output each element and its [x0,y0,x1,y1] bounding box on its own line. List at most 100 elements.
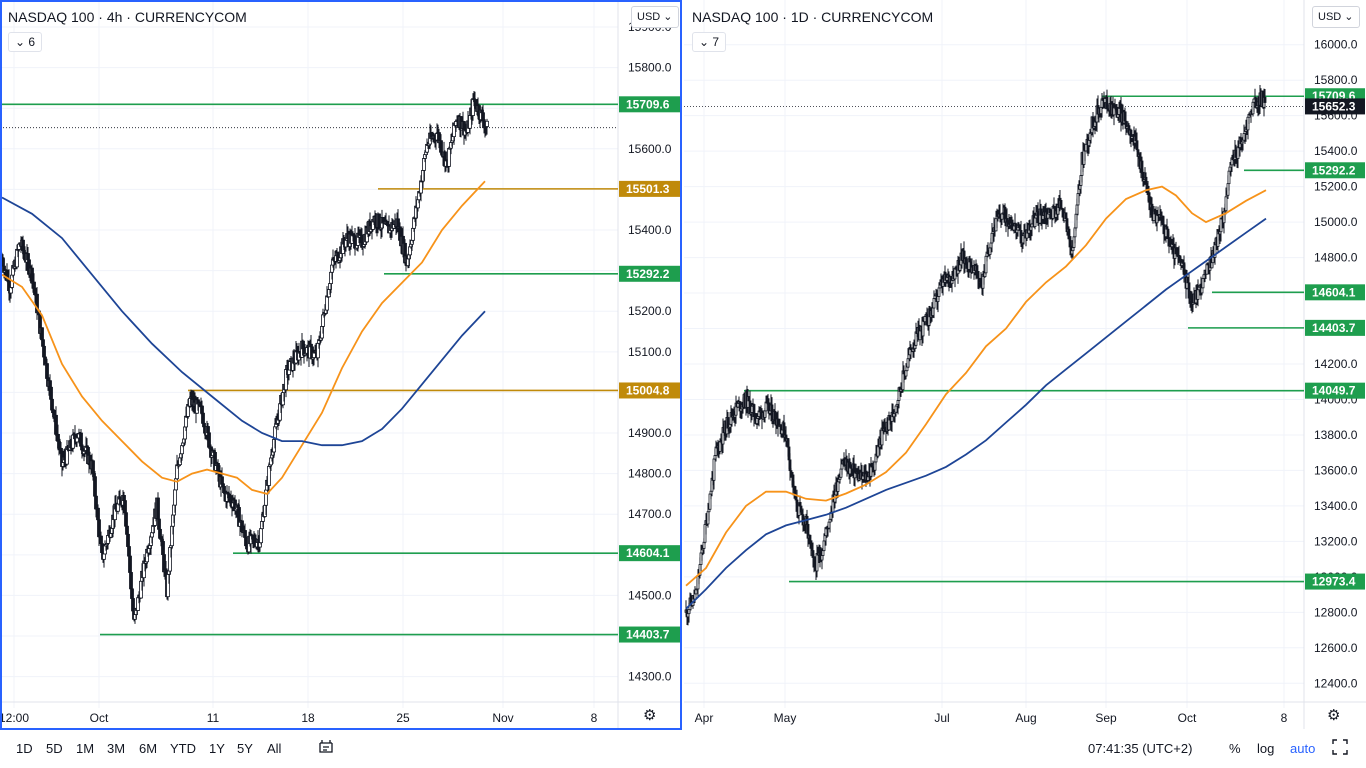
chart-canvas-right[interactable]: 12400.012600.012800.013000.013200.013400… [684,0,1366,730]
y-tick-label: 12400.0 [1314,676,1358,690]
price-line-label-box [1305,162,1365,179]
price-line-label-box [1305,382,1365,399]
candle-body [48,380,52,388]
fullscreen-icon[interactable] [1332,739,1348,758]
price-line-label-box [619,626,681,643]
y-tick-label: 15800.0 [1314,73,1358,87]
candle-body [267,465,271,486]
candle-body [419,180,423,194]
currency-label-left: USD [637,11,661,23]
candle-body [30,267,34,284]
date-range-icon[interactable] [318,739,334,758]
price-line-label: 15292.2 [1312,163,1356,177]
indicator-legend-toggle-left[interactable]: ⌄ 6 [8,32,43,52]
candle-body [447,148,451,167]
candle-body [50,398,54,411]
x-tick-label: Nov [492,711,513,725]
chart-panel-right[interactable]: 12400.012600.012800.013000.013200.013400… [684,0,1366,730]
price-line-label: 15709.6 [626,97,670,111]
range-button-all[interactable]: All [267,741,282,756]
clock-readout[interactable]: 07:41:35 (UTC+2) [1088,741,1193,756]
price-line-label: 14604.1 [626,546,670,560]
x-tick-label: 8 [1281,711,1288,725]
price-line-label-box [1305,573,1365,590]
range-button-1y[interactable]: 1Y [209,741,225,756]
range-button-1d[interactable]: 1D [16,741,33,756]
moving-average-fast [685,185,1267,587]
y-tick-label: 13200.0 [1314,534,1358,548]
currency-button-left[interactable]: USD ⌄ [631,6,679,28]
auto-toggle[interactable]: auto [1290,741,1316,756]
y-tick-label: 15200.0 [1314,180,1358,194]
candle-body [220,476,224,485]
percent-toggle[interactable]: % [1229,741,1241,756]
y-tick-label: 13800.0 [1314,428,1358,442]
currency-button-right[interactable]: USD ⌄ [1312,6,1360,28]
y-tick-label: 14300.0 [628,670,672,684]
range-button-6m[interactable]: 6M [139,741,158,756]
price-line-label: 15501.3 [626,182,670,196]
candle-body [808,534,812,542]
y-tick-label: 13400.0 [1314,499,1358,513]
range-button-ytd[interactable]: YTD [170,741,196,756]
range-button-5y[interactable]: 5Y [237,741,253,756]
price-line-label-box [619,96,681,113]
candle-body [377,213,381,229]
y-tick-label: 15000.0 [1314,215,1358,229]
x-tick-label: Jul [934,711,949,725]
y-tick-label: 12800.0 [1314,605,1358,619]
indicator-legend-toggle-right[interactable]: ⌄ 7 [692,32,727,52]
candle-body [301,340,305,350]
x-tick-label: May [774,711,797,725]
y-tick-label: 12600.0 [1314,641,1358,655]
candle-body [287,369,291,375]
y-tick-label: 14800.0 [1314,251,1358,265]
price-line-label-box [619,545,681,562]
x-tick-label: Oct [1178,711,1197,725]
candle-body [259,528,263,544]
candle-body [102,553,106,560]
price-line-label-box [1305,319,1365,336]
candle-body [968,258,972,263]
price-line-label-box [619,265,681,282]
y-tick-label: 15400.0 [1314,144,1358,158]
candle-body [1046,213,1050,219]
candle-body [1105,96,1109,110]
candle-body [100,543,104,553]
log-toggle[interactable]: log [1257,741,1275,756]
candle-body [815,553,819,572]
chevron-down-icon: ⌄ [15,35,26,49]
candle-body [1033,217,1037,228]
gear-icon[interactable]: ⚙ [643,707,657,724]
price-line-label-box [619,382,681,399]
x-tick-label: 8 [591,711,598,725]
last-price-label: 15652.3 [1312,99,1356,113]
candle-body [1263,96,1267,103]
price-line-label: 14403.7 [626,628,670,642]
candle-body [173,489,177,506]
last-price-label-box [1305,98,1365,115]
price-line-label: 15292.2 [626,267,670,281]
price-line-label-box [1305,284,1365,301]
gear-icon[interactable]: ⚙ [1327,707,1341,724]
range-button-3m[interactable]: 3M [107,741,126,756]
y-tick-label: 13600.0 [1314,463,1358,477]
indicator-count-left: 6 [28,35,36,49]
range-button-1m[interactable]: 1M [76,741,95,756]
price-line-label: 14604.1 [1312,285,1356,299]
range-button-5d[interactable]: 5D [46,741,63,756]
moving-average-fast [1,180,486,495]
candle-body [1224,196,1228,212]
candle-body [1068,236,1072,248]
price-line-label: 14049.7 [1312,384,1356,398]
chevron-down-icon: ⌄ [1344,11,1354,23]
candle-body [264,489,268,506]
price-line-label: 12973.4 [1312,575,1356,589]
x-tick-label: Aug [1015,711,1036,725]
chart-canvas-left[interactable]: 14300.014400.014500.014600.014700.014800… [0,0,682,730]
y-tick-label: 16000.0 [1314,38,1358,52]
price-line-label-box [619,180,681,197]
price-line-label: 15004.8 [626,383,670,397]
y-tick-label: 15100.0 [628,345,672,359]
chart-panel-left[interactable]: 14300.014400.014500.014600.014700.014800… [0,0,682,730]
